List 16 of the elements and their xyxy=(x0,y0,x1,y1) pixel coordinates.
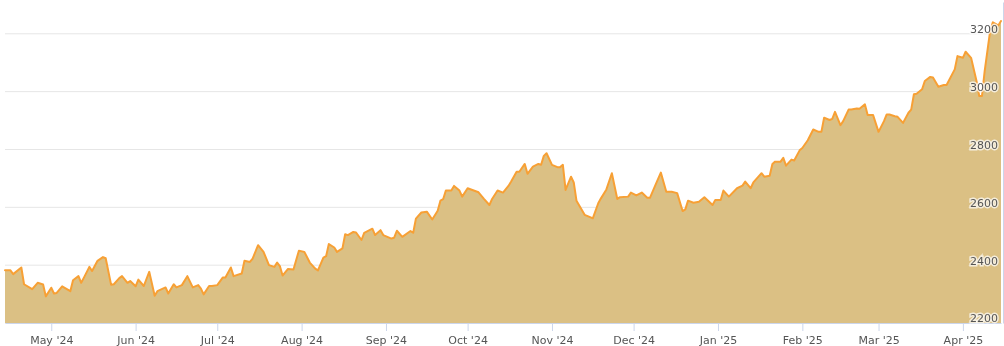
x-tick-label: May '24 xyxy=(30,333,74,346)
x-tick-label: Mar '25 xyxy=(858,333,900,346)
x-tick-label: Jul '24 xyxy=(199,333,235,346)
x-tick-label: Dec '24 xyxy=(613,333,656,346)
x-tick-label: Apr '25 xyxy=(943,333,984,346)
y-tick-label: 2600 xyxy=(970,196,998,210)
x-tick-label: Oct '24 xyxy=(448,333,488,346)
x-tick-label: Feb '25 xyxy=(782,333,823,346)
x-tick-label: Jan '25 xyxy=(698,333,738,346)
y-tick-label: 2400 xyxy=(970,254,998,268)
y-tick-label: 2200 xyxy=(970,312,998,326)
x-tick-label: Sep '24 xyxy=(365,333,408,346)
y-tick-label: 2800 xyxy=(970,138,998,152)
x-tick-label: Nov '24 xyxy=(531,333,574,346)
x-tick-label: Aug '24 xyxy=(281,333,324,346)
x-tick-label: Jun '24 xyxy=(116,333,155,346)
